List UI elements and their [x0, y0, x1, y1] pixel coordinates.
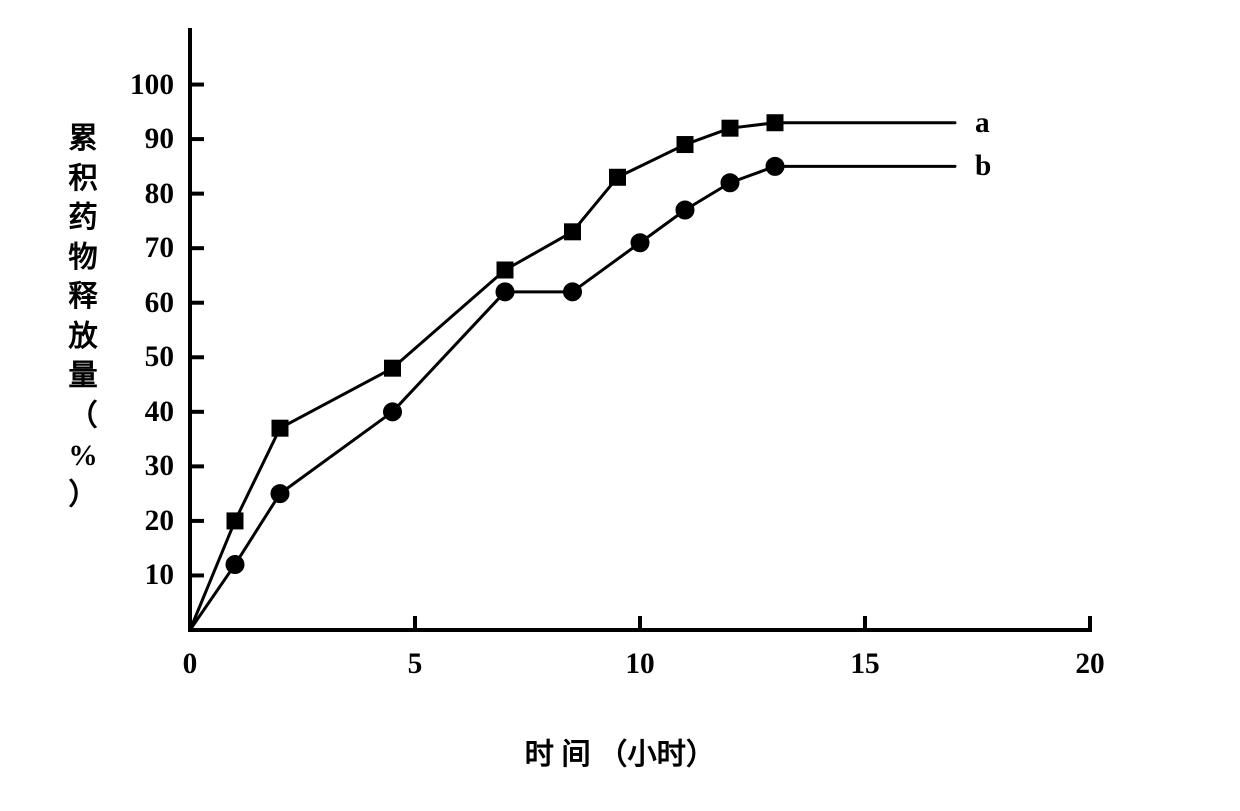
y-tick-label: 100: [130, 69, 174, 102]
y-axis-label-char: %: [68, 437, 98, 477]
y-tick-label: 60: [145, 287, 174, 320]
x-tick-label: 5: [395, 648, 435, 681]
y-tick-label: 50: [145, 341, 174, 374]
x-tick-label: 20: [1070, 648, 1110, 681]
y-tick-label: 40: [145, 396, 174, 429]
x-axis-label: 时 间 （小时）: [0, 731, 1240, 773]
y-axis-label-char: （: [68, 397, 98, 437]
y-axis-label-char: 放: [68, 318, 98, 358]
x-tick-label: 0: [170, 648, 210, 681]
y-tick-label: 90: [145, 123, 174, 156]
y-tick-label: 30: [145, 450, 174, 483]
x-axis-label-text: 时 间 （小时）: [525, 739, 716, 771]
x-tick-label: 15: [845, 648, 885, 681]
series-label-b: b: [975, 150, 991, 183]
y-tick-label: 70: [145, 232, 174, 265]
y-axis-label-char: 释: [68, 278, 98, 318]
y-axis-label-char: ）: [68, 476, 98, 516]
series-label-a: a: [975, 107, 990, 140]
release-chart: 累积药物释放量（%） 时 间 （小时） a b 0 5 10 15 20 10 20 30 40…: [0, 0, 1240, 811]
chart-svg: [0, 0, 1240, 811]
y-axis-label-char: 物: [68, 239, 98, 279]
y-axis-label-char: 药: [68, 199, 98, 239]
y-tick-label: 20: [145, 505, 174, 538]
y-tick-label: 80: [145, 178, 174, 211]
y-axis-label-char: 积: [68, 160, 98, 200]
y-axis-label: 累积药物释放量（%）: [68, 120, 98, 516]
y-tick-label: 10: [145, 559, 174, 592]
x-tick-label: 10: [620, 648, 660, 681]
y-axis-label-char: 累: [68, 120, 98, 160]
y-axis-label-char: 量: [68, 357, 98, 397]
